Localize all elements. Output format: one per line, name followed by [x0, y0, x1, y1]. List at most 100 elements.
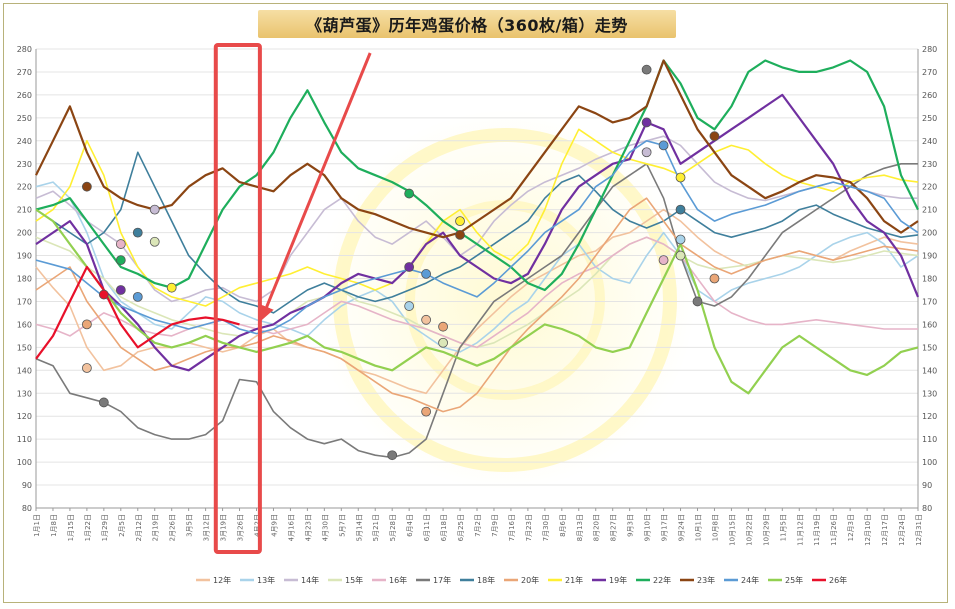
y-tick-label-right: 170 [922, 297, 937, 306]
y-tick-label-right: 100 [922, 458, 937, 467]
legend-label-15年: 15年 [345, 575, 363, 585]
marker-22年 [404, 188, 415, 199]
series-line-26年 [35, 265, 240, 360]
x-tick-label: 5月14日 [355, 514, 363, 541]
y-tick-label-left: 90 [22, 481, 32, 490]
y-tick-label-left: 110 [17, 435, 32, 444]
marker-13年 [675, 234, 686, 245]
series-line-13年 [35, 181, 919, 353]
x-tick-label: 2月5日 [118, 514, 126, 537]
x-tick-label: 1月8日 [50, 514, 58, 537]
marker-26年 [98, 289, 109, 300]
y-tick-label-left: 190 [17, 252, 32, 261]
x-tick-label: 2月19日 [152, 514, 160, 541]
series-line-17年 [35, 163, 918, 459]
marker-16年 [658, 255, 669, 266]
series-line-19年 [35, 93, 920, 372]
y-tick-label-right: 90 [922, 481, 932, 490]
x-tick-label: 8月20日 [593, 514, 601, 541]
marker-16年 [115, 239, 126, 249]
x-tick-label: 12月31日 [915, 514, 923, 546]
marker-22年 [115, 255, 126, 266]
marker-23年 [709, 131, 720, 142]
x-tick-label: 8月13日 [576, 514, 584, 541]
marker-21年 [675, 172, 686, 183]
x-tick-label: 8月27日 [610, 514, 618, 541]
x-tick-label: 2月26日 [169, 514, 177, 541]
marker-18年 [675, 204, 686, 215]
marker-24年 [421, 269, 432, 279]
y-tick-label-left: 260 [17, 91, 32, 100]
x-tick-label: 8月6日 [559, 514, 567, 537]
y-tick-label-left: 180 [17, 275, 32, 284]
highlight-annotation [213, 43, 372, 554]
x-tick-label: 3月5日 [186, 514, 194, 537]
x-tick-label: 6月18日 [440, 514, 448, 541]
x-tick-label: 10月8日 [711, 514, 719, 541]
marker-20年 [81, 319, 92, 330]
legend-label-16年: 16年 [389, 575, 407, 585]
x-tick-label: 10月1日 [695, 514, 703, 541]
marker-19年 [115, 285, 126, 295]
y-tick-label-right: 210 [922, 206, 937, 215]
y-tick-label-left: 150 [17, 343, 32, 352]
x-tick-label: 5月21日 [372, 514, 380, 541]
y-tick-label-left: 280 [17, 45, 32, 54]
x-tick-label: 4月23日 [304, 514, 312, 541]
series-markers [81, 64, 720, 461]
x-tick-label: 3月26日 [237, 514, 245, 541]
x-tick-label: 1月29日 [101, 514, 109, 541]
marker-15年 [438, 337, 448, 348]
marker-24年 [132, 291, 143, 302]
y-tick-label-left: 170 [17, 297, 32, 306]
marker-24年 [658, 140, 669, 151]
y-tick-label-right: 220 [922, 183, 937, 192]
x-tick-label: 9月17日 [661, 514, 669, 541]
legend-label-17年: 17年 [433, 575, 451, 585]
series-line-21年 [35, 128, 919, 307]
marker-14年 [149, 204, 160, 215]
series-line-20年 [35, 197, 919, 413]
series-line-22年 [35, 59, 919, 292]
y-tick-label-right: 240 [922, 137, 937, 146]
series-line-18年 [35, 151, 919, 314]
marker-20年 [421, 406, 432, 417]
x-tick-label: 5月7日 [338, 514, 346, 537]
x-tick-label: 12月10日 [864, 514, 872, 546]
x-tick-label: 9月24日 [678, 514, 686, 541]
x-tick-label: 9月3日 [627, 514, 635, 537]
x-tick-label: 11月5日 [779, 514, 787, 541]
x-tick-label: 7月30日 [542, 514, 550, 541]
x-tick-label: 11月12日 [796, 514, 804, 546]
y-tick-label-left: 220 [17, 183, 32, 192]
marker-19年 [404, 262, 415, 272]
marker-20年 [438, 321, 448, 332]
legend-label-13年: 13年 [257, 575, 275, 585]
x-tick-label: 4月30日 [321, 514, 329, 541]
y-tick-label-left: 200 [17, 229, 32, 238]
legend-label-25年: 25年 [785, 575, 803, 585]
x-tick-label: 12月17日 [881, 514, 889, 546]
x-tick-label: 6月25日 [457, 514, 465, 541]
y-tick-label-right: 200 [922, 229, 937, 238]
x-tick-label: 9月10日 [644, 514, 652, 541]
series-line-23年 [35, 59, 919, 239]
x-tick-label: 3月12日 [203, 514, 211, 541]
marker-23年 [455, 229, 465, 240]
legend-label-14年: 14年 [301, 575, 319, 585]
legend-label-19年: 19年 [609, 575, 627, 585]
y-tick-label-right: 190 [922, 252, 937, 261]
y-tick-label-right: 160 [922, 320, 937, 329]
legend-label-26年: 26年 [829, 575, 847, 585]
y-tick-label-left: 140 [17, 366, 32, 375]
gridlines [35, 48, 919, 509]
x-axis: 1月1日 1月8日 1月15日 1月22日 1月29日 2月5日 2月12日 2月19日 2月2… [33, 508, 923, 546]
y-tick-label-left: 270 [17, 68, 32, 77]
marker-17年 [641, 64, 652, 75]
marker-15年 [675, 250, 686, 261]
marker-13年 [404, 301, 415, 311]
y-tick-label-left: 80 [22, 504, 32, 513]
marker-17年 [387, 450, 398, 461]
x-tick-label: 10月29日 [762, 514, 770, 546]
chart-title: 《葫芦蛋》历年鸡蛋价格（360枚/箱）走势 [258, 10, 676, 38]
